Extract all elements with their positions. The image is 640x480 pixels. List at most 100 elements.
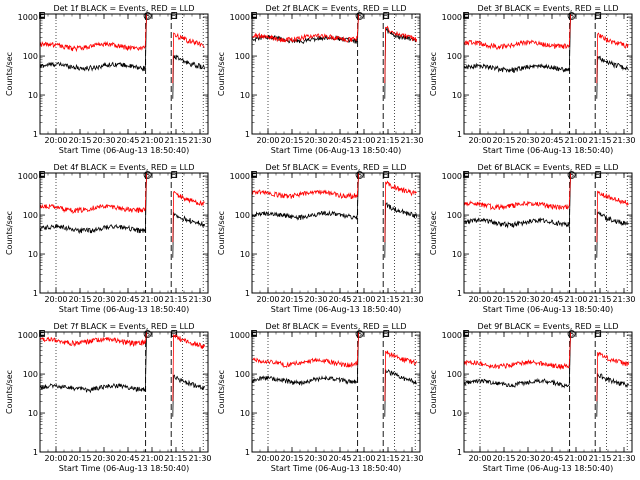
marker-label: E bbox=[383, 12, 388, 21]
plot-frame bbox=[251, 331, 421, 453]
x-tick-label: 20:30 bbox=[304, 295, 327, 304]
marker-label: E bbox=[171, 171, 176, 180]
x-tick-label: 21:00 bbox=[352, 136, 375, 145]
series-lld-pre bbox=[39, 331, 147, 348]
x-tick-label: 20:15 bbox=[68, 136, 91, 145]
marker-circle bbox=[355, 330, 364, 338]
corner-marker-label: E bbox=[251, 170, 256, 179]
marker-box bbox=[171, 171, 178, 178]
marker-circle bbox=[355, 171, 364, 179]
x-tick-label: 20:15 bbox=[492, 454, 515, 463]
series-events-pre bbox=[463, 172, 571, 229]
x-tick-label: 20:00 bbox=[256, 454, 279, 463]
y-tick-label: 100 bbox=[235, 52, 250, 61]
chart-panel-1: Det 1f BLACK = Events, RED = LLD Counts/s… bbox=[5, 4, 212, 155]
plot-frame bbox=[463, 13, 633, 135]
marker-box bbox=[595, 171, 602, 178]
x-tick-label: 20:30 bbox=[516, 454, 539, 463]
x-tick-label: 21:30 bbox=[188, 136, 211, 145]
marker-circle bbox=[143, 171, 152, 179]
chart-panel-7: Det 7f BLACK = Events, RED = LLD Counts/s… bbox=[5, 322, 212, 473]
y-tick-label: 10 bbox=[28, 91, 38, 100]
marker-label: S bbox=[569, 171, 574, 180]
x-tick-label: 20:30 bbox=[92, 295, 115, 304]
x-tick-label: 20:45 bbox=[116, 454, 139, 463]
y-tick-label: 1 bbox=[457, 289, 462, 298]
y-tick-label: 1 bbox=[245, 448, 250, 457]
x-tick-label: 21:15 bbox=[164, 136, 187, 145]
marker-label: S bbox=[357, 171, 362, 180]
x-tick-label: 21:15 bbox=[588, 454, 611, 463]
series-lld-pre bbox=[39, 13, 147, 53]
y-tick-label: 10 bbox=[452, 409, 462, 418]
series-lld-pre bbox=[463, 331, 571, 371]
y-axis-label: Counts/sec bbox=[429, 370, 438, 414]
y-tick-label: 10 bbox=[240, 250, 250, 259]
plot-frame bbox=[251, 13, 421, 135]
plot-frame bbox=[251, 172, 421, 294]
x-tick-label: 20:15 bbox=[280, 136, 303, 145]
corner-marker-label: E bbox=[39, 11, 44, 20]
x-tick-label: 21:00 bbox=[564, 454, 587, 463]
chart-title: Det 6f BLACK = Events, RED = LLD bbox=[477, 163, 618, 172]
plot-frame bbox=[463, 331, 633, 453]
x-tick-label: 20:30 bbox=[92, 136, 115, 145]
marker-label: S bbox=[145, 330, 150, 339]
marker-circle bbox=[567, 171, 576, 179]
series-lld-pre bbox=[251, 172, 359, 200]
x-tick-label: 21:30 bbox=[188, 454, 211, 463]
x-tick-label: 20:45 bbox=[328, 295, 351, 304]
y-tick-label: 1 bbox=[245, 289, 250, 298]
y-tick-label: 100 bbox=[23, 370, 38, 379]
x-tick-label: 20:00 bbox=[44, 454, 67, 463]
series-events-pre bbox=[463, 331, 571, 389]
chart-panel-2: Det 2f BLACK = Events, RED = LLD Counts/s… bbox=[217, 4, 424, 155]
marker-circle bbox=[143, 12, 152, 20]
x-tick-label: 21:30 bbox=[400, 136, 423, 145]
corner-marker-label: E bbox=[463, 170, 468, 179]
marker-box bbox=[383, 330, 390, 337]
x-axis-label: Start Time (06-Aug-13 18:50:40) bbox=[271, 464, 402, 473]
chart-title: Det 8f BLACK = Events, RED = LLD bbox=[265, 322, 406, 331]
x-axis-label: Start Time (06-Aug-13 18:50:40) bbox=[483, 464, 614, 473]
x-tick-label: 20:15 bbox=[68, 295, 91, 304]
y-tick-label: 10 bbox=[452, 250, 462, 259]
marker-box bbox=[595, 330, 602, 337]
series-lld-post bbox=[596, 190, 629, 243]
marker-circle bbox=[567, 12, 576, 20]
corner-marker-label: E bbox=[251, 329, 256, 338]
x-tick-label: 21:15 bbox=[588, 136, 611, 145]
marker-label: E bbox=[383, 171, 388, 180]
y-axis-label: Counts/sec bbox=[5, 52, 14, 96]
x-tick-label: 21:00 bbox=[140, 295, 163, 304]
x-tick-label: 20:15 bbox=[280, 295, 303, 304]
marker-box bbox=[383, 171, 390, 178]
x-tick-label: 20:00 bbox=[468, 136, 491, 145]
x-tick-label: 21:30 bbox=[612, 136, 635, 145]
x-tick-label: 20:15 bbox=[492, 136, 515, 145]
series-events-post bbox=[384, 368, 417, 417]
series-lld-post bbox=[384, 25, 417, 84]
y-tick-label: 100 bbox=[23, 52, 38, 61]
series-lld-pre bbox=[251, 331, 359, 368]
x-tick-label: 20:00 bbox=[256, 295, 279, 304]
y-tick-label: 1000 bbox=[442, 331, 462, 340]
series-events-pre bbox=[463, 13, 571, 74]
y-axis-label: Counts/sec bbox=[217, 52, 226, 96]
plot-frame bbox=[39, 331, 209, 453]
series-events-pre bbox=[39, 331, 147, 394]
series-events-post bbox=[384, 202, 417, 258]
x-axis-label: Start Time (06-Aug-13 18:50:40) bbox=[59, 305, 190, 314]
y-tick-label: 100 bbox=[23, 211, 38, 220]
series-lld-post bbox=[384, 180, 417, 243]
x-tick-label: 21:30 bbox=[612, 295, 635, 304]
chart-panel-5: Det 5f BLACK = Events, RED = LLD Counts/s… bbox=[217, 163, 424, 314]
x-tick-label: 20:30 bbox=[92, 454, 115, 463]
corner-marker-label: E bbox=[251, 11, 256, 20]
chart-panel-3: Det 3f BLACK = Events, RED = LLD Counts/s… bbox=[429, 4, 636, 155]
marker-label: E bbox=[383, 330, 388, 339]
chart-title: Det 2f BLACK = Events, RED = LLD bbox=[265, 4, 406, 13]
marker-box bbox=[383, 12, 390, 19]
series-lld-post bbox=[596, 351, 629, 402]
marker-label: E bbox=[171, 12, 176, 21]
